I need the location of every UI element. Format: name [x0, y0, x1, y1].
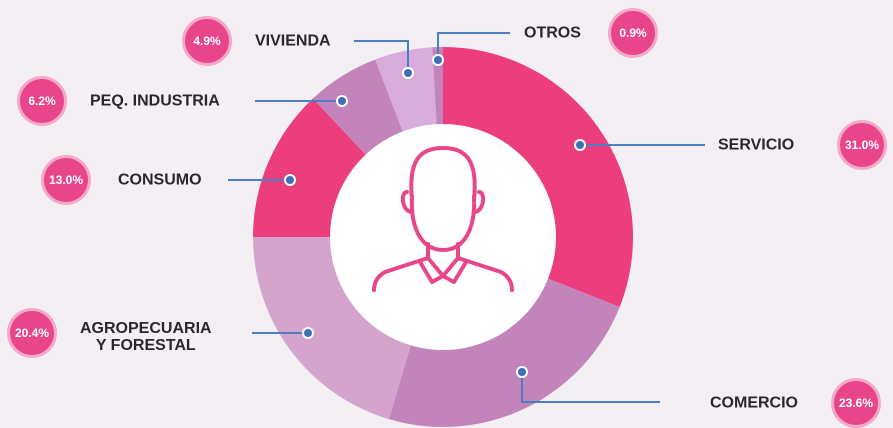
slice-label: CONSUMO: [118, 171, 202, 189]
value-label: 4.9%: [182, 16, 232, 66]
person-icon: [372, 146, 514, 292]
leader-line: [521, 372, 660, 403]
value-label: 13.0%: [41, 155, 91, 205]
leader-dot: [336, 95, 348, 107]
leader-dot: [402, 67, 414, 79]
value-label: 23.6%: [831, 378, 881, 428]
leader-dot: [516, 366, 528, 378]
slice-label: OTROS: [524, 24, 581, 42]
slice-label: COMERCIO: [710, 394, 798, 412]
slice-label: PEQ. INDUSTRIA: [90, 92, 220, 110]
leader-dot: [302, 327, 314, 339]
leader-line: [354, 40, 409, 73]
donut-hole: [330, 124, 556, 350]
value-label: 20.4%: [7, 308, 57, 358]
value-label: 0.9%: [608, 8, 658, 58]
slice-label: AGROPECUARIA Y FORESTAL: [80, 320, 212, 354]
leader-dot: [432, 54, 444, 66]
value-label: 6.2%: [17, 76, 67, 126]
slice-label: SERVICIO: [718, 136, 795, 154]
leader-dot: [574, 139, 586, 151]
slice-label: VIVIENDA: [255, 32, 331, 50]
leader-line: [437, 32, 510, 60]
value-label: 31.0%: [837, 120, 887, 170]
leader-dot: [284, 174, 296, 186]
